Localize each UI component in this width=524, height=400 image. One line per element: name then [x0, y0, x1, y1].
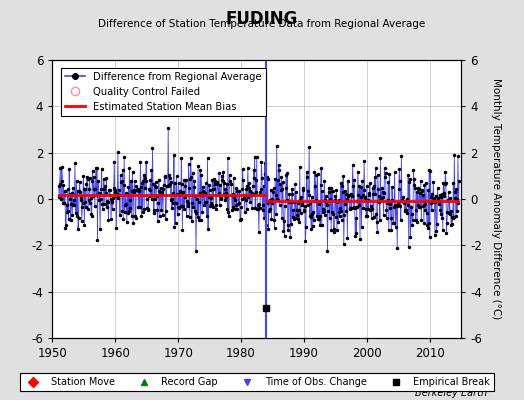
Text: Difference of Station Temperature Data from Regional Average: Difference of Station Temperature Data f…	[99, 19, 425, 29]
Text: Berkeley Earth: Berkeley Earth	[415, 388, 487, 398]
Text: FUDING: FUDING	[226, 10, 298, 28]
Legend: Station Move, Record Gap, Time of Obs. Change, Empirical Break: Station Move, Record Gap, Time of Obs. C…	[19, 373, 494, 391]
Y-axis label: Monthly Temperature Anomaly Difference (°C): Monthly Temperature Anomaly Difference (…	[492, 78, 501, 320]
Legend: Difference from Regional Average, Quality Control Failed, Estimated Station Mean: Difference from Regional Average, Qualit…	[61, 68, 266, 116]
